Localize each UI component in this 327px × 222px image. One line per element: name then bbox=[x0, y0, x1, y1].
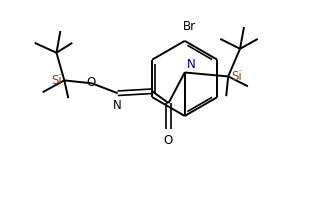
Text: O: O bbox=[164, 134, 173, 147]
Text: N: N bbox=[113, 99, 122, 112]
Text: Br: Br bbox=[183, 20, 196, 33]
Text: Si: Si bbox=[52, 74, 62, 87]
Text: N: N bbox=[187, 57, 196, 71]
Text: O: O bbox=[86, 76, 95, 89]
Text: Si: Si bbox=[231, 70, 242, 83]
